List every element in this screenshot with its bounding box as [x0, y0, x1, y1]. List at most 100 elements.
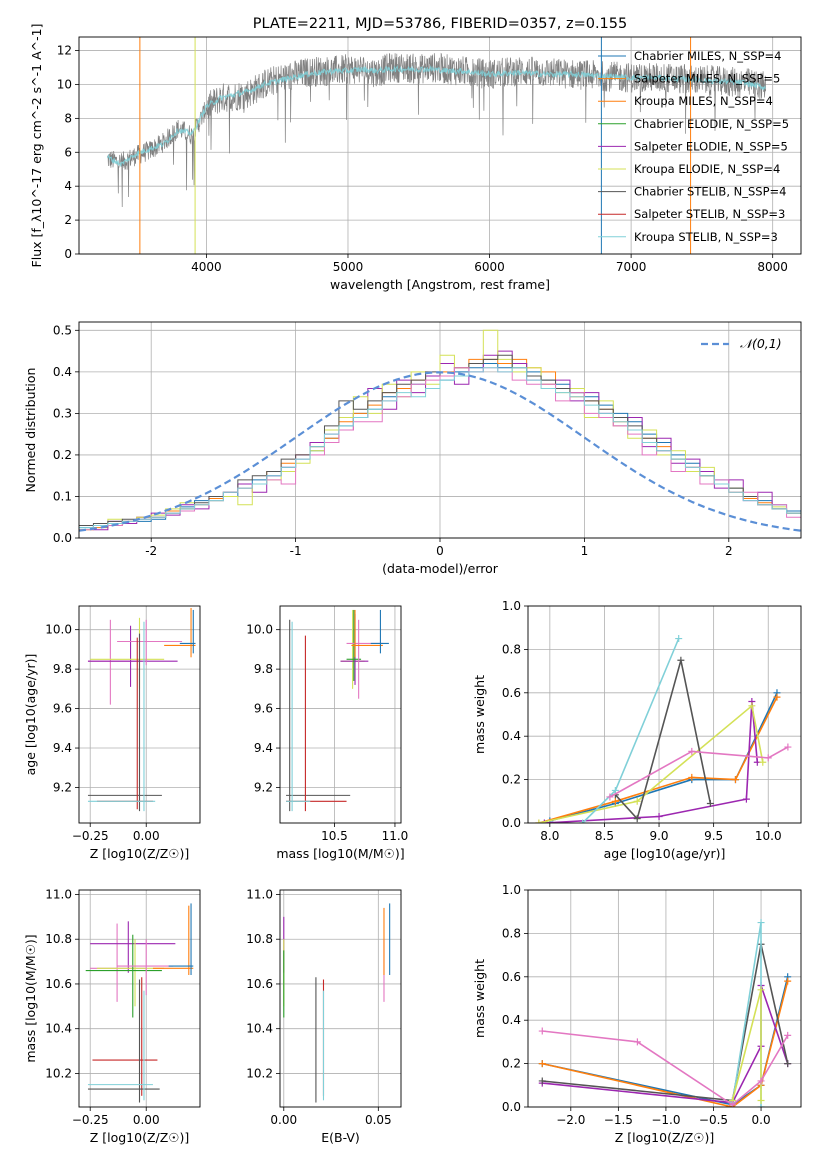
x-tick-label: −1.0 [651, 1113, 680, 1127]
y-tick-label: 1.0 [502, 599, 521, 613]
data-point [784, 977, 792, 985]
data-point [538, 1027, 546, 1035]
legend-label: Salpeter MILES, N_SSP=5 [634, 72, 780, 86]
legend-label: Salpeter STELIB, N_SSP=3 [634, 207, 785, 221]
series-line [609, 746, 789, 798]
plot-area [283, 903, 391, 1103]
x-tick-label: 4000 [191, 260, 222, 274]
legend-label: Chabrier ELODIE, N_SSP=5 [634, 117, 789, 131]
x-tick-label: −0.25 [72, 1113, 109, 1127]
x-tick-label: 0.05 [365, 1113, 392, 1127]
y-tick-label: 11.0 [45, 887, 72, 901]
data-point [540, 819, 548, 823]
x-axis-label: wavelength [Angstrom, rest frame] [330, 277, 550, 292]
y-tick-label: 0.3 [53, 406, 72, 420]
x-axis-label: Z [log10(Z/Z☉)] [615, 1130, 715, 1145]
legend-label: Chabrier STELIB, N_SSP=4 [634, 185, 786, 199]
y-tick-label: 9.6 [53, 702, 72, 716]
data-point [764, 754, 772, 762]
y-tick-label: 0.4 [502, 1013, 521, 1027]
legend-label: Chabrier MILES, N_SSP=4 [634, 49, 781, 63]
y-tick-label: 0.5 [53, 323, 72, 337]
y-tick-label: 0.8 [502, 926, 521, 940]
axes-mass_vs_Z: −0.25 0.00 10.2 10.4 10.6 10.8 11.0 Z [log10(Z/… [23, 887, 201, 1145]
data-point [633, 1038, 641, 1046]
x-tick-label: −2.0 [556, 1113, 585, 1127]
x-tick-label: −0.5 [699, 1113, 728, 1127]
axes-age_vs_Z: −0.25 0.00 9.2 9.4 9.6 9.8 10.0 Z [log10(Z/Z☉)]… [23, 605, 201, 861]
y-axis-label: mass weight [472, 959, 487, 1038]
x-tick-label: 9.0 [649, 829, 668, 843]
data-point [757, 1103, 765, 1107]
plot-background [280, 890, 401, 1107]
x-axis-label: mass [log10(M/M☉)] [276, 846, 404, 861]
x-tick-label: 5000 [333, 260, 364, 274]
y-tick-label: 0.1 [53, 489, 72, 503]
x-axis-label: Z [log10(Z/Z☉)] [90, 846, 190, 861]
y-axis-label: mass weight [472, 675, 487, 754]
x-tick-label: 6000 [474, 260, 505, 274]
data-point [706, 799, 714, 807]
data-point [757, 1077, 765, 1085]
y-tick-label: 9.6 [254, 702, 273, 716]
y-tick-label: 10.4 [246, 1022, 273, 1036]
axes-mass_vs_ebv: 0.00 0.05 10.2 10.4 10.6 10.8 11.0 E(B-V) [246, 887, 402, 1145]
y-tick-label: 9.8 [254, 662, 273, 676]
data-point [748, 702, 756, 710]
data-point [688, 747, 696, 755]
plot-area [538, 919, 792, 1107]
y-tick-label: 0.4 [53, 365, 72, 379]
legend-label: Salpeter ELODIE, N_SSP=5 [634, 139, 788, 153]
x-tick-label: 8.5 [595, 829, 614, 843]
data-point [742, 795, 750, 803]
y-tick-label: 0.2 [502, 773, 521, 787]
x-tick-label: 0.00 [270, 1113, 297, 1127]
x-tick-label: 0.00 [133, 829, 160, 843]
plot-area [87, 607, 196, 812]
x-tick-label: 8.0 [540, 829, 559, 843]
data-point [729, 1101, 737, 1107]
x-tick-label: 1 [581, 544, 589, 558]
data-point [655, 812, 663, 820]
legend: Chabrier MILES, N_SSP=4 Salpeter MILES, N… [598, 49, 789, 244]
axes-mass_weight_vs_age: 8.0 8.5 9.0 9.5 10.0 0.0 0.2 0.4 0.6 0.8 1.0 age [l… [472, 599, 802, 861]
data-point [677, 656, 685, 664]
data-point [535, 819, 543, 823]
plot-background [280, 606, 401, 823]
data-point [688, 773, 696, 781]
plot-area [286, 609, 389, 812]
data-point [784, 743, 792, 751]
x-tick-label: 9.5 [704, 829, 723, 843]
x-axis-label: age [log10(age/yr)] [604, 846, 726, 861]
y-tick-label: 11.0 [246, 887, 273, 901]
plot-area [535, 635, 792, 823]
axes-mass_weight_vs_Z: −2.0 −1.5 −1.0 −0.5 0.0 0.0 0.2 0.4 0.6 0.8 1.0 Z [… [472, 883, 802, 1145]
y-tick-label: 0.6 [502, 686, 521, 700]
axes-age_vs_mass: 10.5 11.0 9.2 9.4 9.6 9.8 10.0 mass [log10(M/M☉… [246, 605, 408, 861]
plot-frame [78, 321, 802, 539]
legend-label: 𝒩(0,1) [740, 336, 782, 351]
series-line [538, 704, 764, 823]
data-spectrum-line [107, 52, 766, 208]
x-tick-label: −1.5 [604, 1113, 633, 1127]
x-tick-label: 0 [436, 544, 444, 558]
y-axis-label: mass [log10(M/M☉)] [23, 934, 38, 1062]
plot-area [106, 37, 766, 254]
data-point [538, 1060, 546, 1068]
data-point [633, 815, 641, 823]
y-tick-label: 8 [64, 111, 72, 125]
plot-background [528, 606, 801, 823]
data-point [757, 1096, 765, 1104]
plot-frame [78, 605, 201, 824]
y-tick-label: 10 [57, 77, 72, 91]
legend: 𝒩(0,1) [701, 336, 782, 351]
y-axis-label: Normed distribution [23, 368, 38, 493]
y-tick-label: 10.6 [246, 977, 273, 991]
plot-frame [78, 36, 802, 255]
plot-frame [279, 889, 402, 1108]
data-point [633, 797, 641, 805]
x-tick-label: -2 [145, 544, 157, 558]
y-tick-label: 1.0 [502, 883, 521, 897]
y-tick-label: 0.4 [502, 729, 521, 743]
y-tick-label: 10.2 [246, 1066, 273, 1080]
